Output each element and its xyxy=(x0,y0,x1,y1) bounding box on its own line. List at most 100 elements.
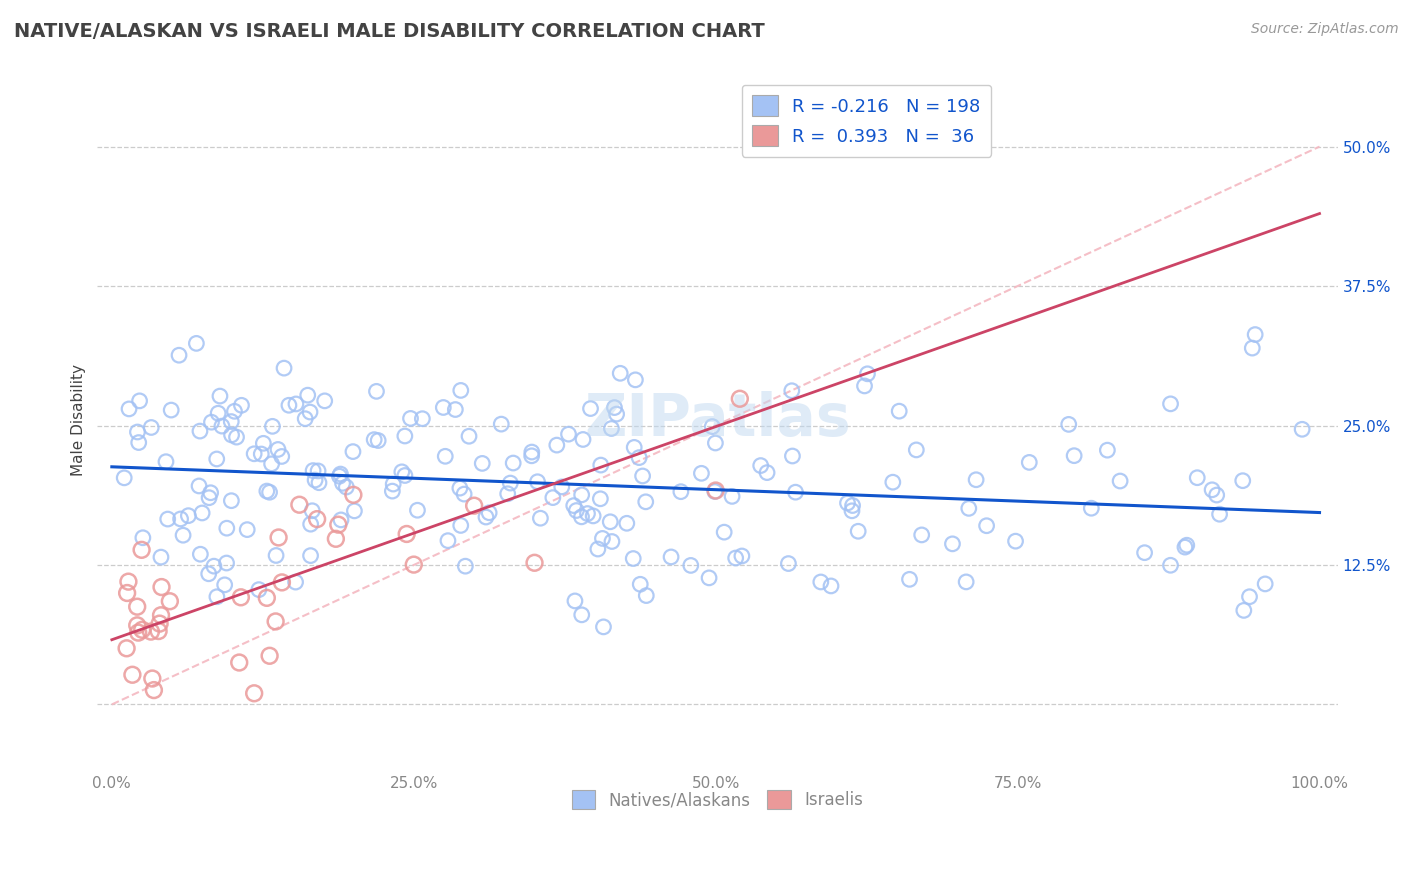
Point xyxy=(394,468,416,483)
Point xyxy=(499,476,522,491)
Point xyxy=(156,512,179,526)
Point xyxy=(634,495,657,509)
Text: Source: ZipAtlas.com: Source: ZipAtlas.com xyxy=(1251,22,1399,37)
Point xyxy=(252,436,274,450)
Point xyxy=(149,616,172,631)
Point xyxy=(523,556,546,570)
Point xyxy=(697,571,720,585)
Point xyxy=(127,618,149,632)
Point xyxy=(325,532,347,546)
Point xyxy=(444,402,467,417)
Point xyxy=(1063,449,1085,463)
Point xyxy=(1133,546,1156,560)
Point xyxy=(1254,577,1277,591)
Point xyxy=(606,407,628,421)
Point xyxy=(139,624,162,639)
Point xyxy=(541,491,564,505)
Point xyxy=(591,532,613,546)
Point xyxy=(215,556,238,570)
Point xyxy=(243,447,266,461)
Point xyxy=(298,405,321,419)
Point xyxy=(889,404,911,418)
Point xyxy=(957,501,980,516)
Point xyxy=(589,458,612,472)
Point xyxy=(366,384,388,399)
Point xyxy=(434,450,457,464)
Point xyxy=(571,607,593,622)
Point xyxy=(127,599,149,614)
Legend: Natives/Alaskans, Israelis: Natives/Alaskans, Israelis xyxy=(565,783,869,816)
Point xyxy=(225,430,247,444)
Point xyxy=(475,510,498,524)
Point xyxy=(458,429,481,443)
Point xyxy=(267,442,290,457)
Point xyxy=(177,508,200,523)
Point xyxy=(702,419,724,434)
Point xyxy=(579,401,602,416)
Point xyxy=(450,518,472,533)
Point xyxy=(112,471,135,485)
Point xyxy=(221,493,243,508)
Point xyxy=(382,477,405,491)
Point xyxy=(284,397,307,411)
Point xyxy=(231,398,253,412)
Point xyxy=(1201,483,1223,497)
Point xyxy=(898,572,921,586)
Point xyxy=(197,566,219,581)
Point xyxy=(1004,534,1026,549)
Point xyxy=(941,537,963,551)
Point xyxy=(624,373,647,387)
Point xyxy=(342,488,364,502)
Point xyxy=(155,455,177,469)
Point xyxy=(756,466,779,480)
Point xyxy=(1174,540,1197,554)
Point xyxy=(1208,507,1230,521)
Point xyxy=(502,456,524,470)
Point xyxy=(721,489,744,503)
Point xyxy=(450,384,472,398)
Point xyxy=(564,594,586,608)
Point xyxy=(1239,590,1261,604)
Point xyxy=(121,667,143,681)
Point xyxy=(186,336,208,351)
Point xyxy=(841,504,863,518)
Point xyxy=(905,442,928,457)
Point xyxy=(1205,488,1227,502)
Point xyxy=(141,420,163,434)
Point xyxy=(782,449,804,463)
Point xyxy=(690,467,713,481)
Point xyxy=(1160,397,1182,411)
Point xyxy=(846,524,869,539)
Point xyxy=(1057,417,1080,432)
Point xyxy=(141,672,163,686)
Point xyxy=(882,475,904,490)
Point xyxy=(965,473,987,487)
Point xyxy=(1097,443,1119,458)
Point xyxy=(228,656,250,670)
Point xyxy=(1160,558,1182,573)
Point xyxy=(118,401,141,416)
Point xyxy=(259,485,281,500)
Point xyxy=(128,393,150,408)
Point xyxy=(623,441,645,455)
Text: ZIPatlas: ZIPatlas xyxy=(583,392,851,449)
Point xyxy=(395,527,418,541)
Point xyxy=(478,506,501,520)
Point xyxy=(260,457,283,471)
Point xyxy=(208,389,231,403)
Point xyxy=(224,404,246,418)
Point xyxy=(256,484,278,499)
Point xyxy=(267,531,290,545)
Point xyxy=(159,594,181,608)
Y-axis label: Male Disability: Male Disability xyxy=(72,364,86,476)
Point xyxy=(172,528,194,542)
Point xyxy=(526,475,548,489)
Point xyxy=(529,511,551,525)
Point xyxy=(117,574,139,589)
Point xyxy=(728,392,751,406)
Point xyxy=(131,623,153,637)
Point xyxy=(127,625,149,640)
Point xyxy=(202,559,225,574)
Point xyxy=(411,411,433,425)
Point xyxy=(1232,474,1254,488)
